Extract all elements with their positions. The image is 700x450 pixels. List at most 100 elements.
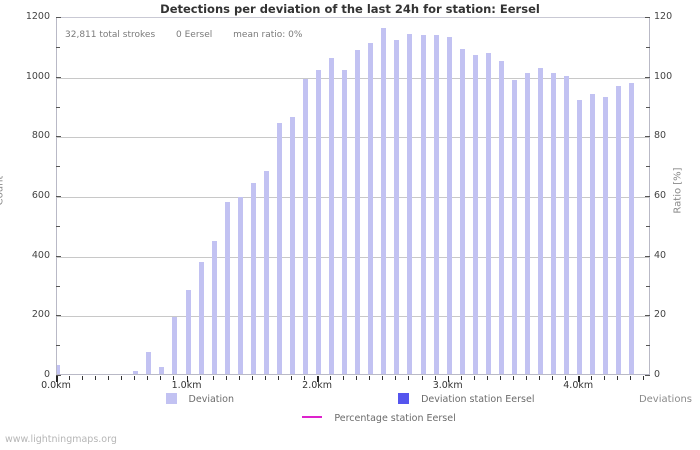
bar[interactable]	[303, 78, 309, 374]
bar[interactable]	[342, 69, 348, 374]
bar[interactable]	[289, 117, 295, 374]
bar[interactable]	[629, 83, 635, 374]
bar[interactable]	[538, 68, 544, 374]
bar[interactable]	[485, 53, 491, 374]
axis-tick	[238, 376, 240, 380]
axis-tick	[199, 376, 201, 380]
bar[interactable]	[577, 99, 583, 374]
bar[interactable]	[511, 80, 517, 374]
bar[interactable]	[237, 196, 243, 374]
axis-tick-label: 1000	[25, 70, 50, 82]
bar[interactable]	[250, 183, 256, 374]
axis-tick	[645, 76, 650, 78]
gridline	[57, 137, 649, 139]
axis-tick	[645, 196, 650, 197]
bar[interactable]	[159, 366, 165, 374]
bar[interactable]	[459, 48, 465, 374]
legend-label-percentage-station: Percentage station Eersel	[334, 413, 456, 424]
axis-tick	[56, 285, 60, 287]
axis-tick	[56, 225, 60, 227]
axis-tick-label: 4.0km	[563, 380, 594, 391]
bar[interactable]	[263, 171, 269, 374]
axis-tick	[486, 376, 488, 380]
bar[interactable]	[524, 72, 530, 374]
bar[interactable]	[146, 351, 152, 374]
axis-tick	[147, 376, 149, 380]
axis-tick-label: 100	[654, 70, 673, 82]
axis-tick	[290, 376, 292, 380]
legend-item-deviation-station[interactable]: Deviation station Eersel	[398, 393, 534, 405]
axis-tick	[646, 46, 650, 48]
bar[interactable]	[433, 35, 439, 374]
bar[interactable]	[355, 50, 361, 374]
bar[interactable]	[211, 241, 217, 374]
bar[interactable]	[616, 86, 622, 374]
bar[interactable]	[498, 60, 504, 374]
axis-tick	[499, 376, 501, 380]
bar[interactable]	[316, 69, 322, 374]
axis-tick	[56, 375, 61, 376]
annotation-mean-ratio: mean ratio: 0%	[233, 30, 303, 40]
axis-tick	[395, 376, 397, 380]
bar[interactable]	[329, 57, 335, 374]
axis-tick-label: 80	[654, 130, 667, 142]
bar[interactable]	[472, 54, 478, 374]
axis-tick	[645, 255, 650, 257]
axis-tick	[645, 375, 650, 376]
axis-tick	[69, 376, 71, 380]
axis-tick	[56, 345, 60, 347]
axis-tick	[646, 285, 650, 287]
axis-tick	[330, 376, 332, 380]
bar[interactable]	[224, 202, 230, 374]
legend-row-primary: Deviation Deviation station Eersel	[0, 393, 700, 405]
axis-tick-label: 600	[31, 190, 50, 201]
axis-tick	[121, 376, 123, 380]
bar[interactable]	[185, 290, 191, 374]
bar[interactable]	[276, 123, 282, 374]
axis-tick	[552, 376, 554, 380]
legend-item-percentage-station[interactable]: Percentage station Eersel	[302, 413, 456, 424]
bar[interactable]	[603, 96, 609, 374]
axis-tick-label: 0	[654, 369, 661, 380]
bar[interactable]	[394, 39, 400, 374]
axis-tick-label: 2.0km	[302, 380, 333, 391]
axis-tick	[108, 376, 110, 380]
x-axis-label: Deviations	[638, 394, 692, 405]
bar[interactable]	[420, 35, 426, 374]
bar[interactable]	[133, 371, 139, 374]
bar[interactable]	[564, 75, 570, 374]
axis-tick-label: 400	[31, 249, 50, 261]
axis-tick	[56, 76, 61, 78]
bar[interactable]	[57, 365, 60, 374]
axis-tick	[643, 376, 645, 380]
bar-series-deviation	[57, 18, 649, 374]
gridline	[57, 316, 649, 318]
bar[interactable]	[172, 317, 178, 374]
bar[interactable]	[368, 42, 374, 374]
axis-tick	[225, 376, 227, 380]
axis-tick-label: 120	[654, 11, 673, 22]
bar[interactable]	[446, 36, 452, 374]
axis-tick	[646, 345, 650, 347]
axis-tick	[343, 376, 345, 380]
legend-swatch-deviation	[165, 393, 177, 404]
legend-item-deviation[interactable]: Deviation	[165, 393, 234, 405]
axis-tick	[434, 376, 436, 380]
axis-tick	[56, 255, 61, 257]
y-axis-label: Count	[0, 175, 6, 206]
bar[interactable]	[590, 93, 596, 374]
axis-tick	[56, 106, 60, 108]
axis-tick	[539, 376, 541, 380]
bar[interactable]	[551, 72, 557, 374]
gridline	[57, 256, 649, 258]
axis-tick-label: 0.0km	[41, 380, 71, 391]
bar[interactable]	[407, 33, 413, 374]
axis-tick	[264, 376, 266, 380]
legend-row-secondary: Percentage station Eersel	[0, 413, 700, 424]
bar[interactable]	[198, 262, 204, 374]
axis-tick	[56, 136, 61, 138]
bar[interactable]	[381, 27, 387, 374]
legend-label-deviation: Deviation	[188, 394, 234, 405]
axis-tick	[525, 376, 527, 380]
axis-tick	[356, 376, 358, 380]
